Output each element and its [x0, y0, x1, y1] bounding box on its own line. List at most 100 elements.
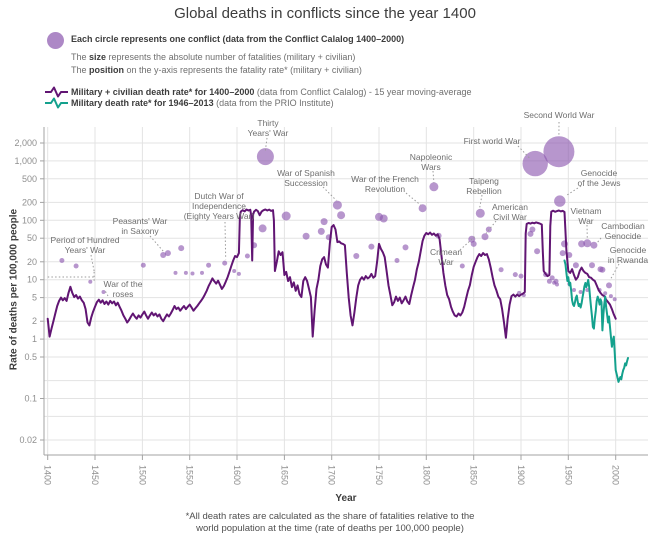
- annotation-connector: [322, 186, 337, 201]
- conflict-circle: [578, 290, 583, 294]
- annotation-connector: [596, 237, 602, 244]
- annotation-connector: [565, 185, 582, 197]
- x-axis-title: Year: [335, 493, 357, 504]
- x-tick-label: 1400: [43, 465, 53, 485]
- conflict-circle: [281, 211, 291, 221]
- conflict-circle: [459, 263, 465, 269]
- x-tick-label: 1800: [421, 465, 431, 485]
- x-tick-label: 1450: [90, 465, 100, 485]
- conflict-circle: [178, 245, 185, 252]
- y-tick-label: 50: [27, 233, 37, 243]
- annotation-connector: [90, 254, 95, 272]
- legend-circle-line1-text: Each circle represents one conflict (dat…: [71, 34, 405, 44]
- conflict-circle: [555, 282, 559, 287]
- conflict-circle: [572, 262, 579, 269]
- x-tick-label: 1750: [374, 465, 384, 485]
- y-tick-label: 2: [32, 316, 37, 326]
- footnote-line1: *All death rates are calculated as the s…: [185, 511, 475, 522]
- y-tick-label: 0.1: [24, 394, 37, 404]
- conflict-circle: [612, 297, 617, 302]
- y-tick-label: 10: [27, 275, 37, 285]
- conflict-circle: [140, 262, 146, 268]
- y-tick-label: 5: [32, 293, 37, 303]
- chart-title: Global deaths in conflicts since the yea…: [174, 5, 476, 22]
- conflict-circle: [559, 250, 566, 257]
- series-line-civilian: [46, 208, 617, 339]
- conflict-circle: [73, 263, 79, 269]
- conflict-circle: [258, 224, 267, 233]
- conflict-circle: [517, 290, 522, 295]
- conflict-circle: [332, 200, 342, 210]
- legend-circle-line1: Each circle represents one conflict (dat…: [71, 34, 404, 45]
- annotation-connector: [405, 192, 422, 206]
- annotation-connector: [104, 289, 109, 297]
- y-tick-label: 1,000: [14, 156, 37, 166]
- conflict-circle: [554, 195, 566, 207]
- conflict-circle: [402, 244, 409, 251]
- annotation-connector: [485, 220, 497, 234]
- x-tick-label: 1650: [279, 465, 289, 485]
- y-tick-label: 200: [22, 197, 37, 207]
- x-tick-label: 1600: [232, 465, 242, 485]
- conflict-circle: [88, 279, 93, 284]
- conflict-circle: [549, 275, 555, 281]
- conflict-circle: [608, 294, 613, 299]
- conflict-circle: [429, 182, 439, 192]
- conflict-circle: [101, 290, 106, 294]
- conflict-circle: [183, 270, 188, 275]
- conflict-circle: [206, 262, 212, 268]
- series-line-military: [563, 259, 629, 383]
- conflict-circle: [302, 232, 310, 240]
- y-tick-label: 500: [22, 174, 37, 184]
- conflict-circle: [394, 258, 400, 263]
- legend-conflict-circle-icon: [47, 32, 64, 49]
- x-tick-label: 1900: [516, 465, 526, 485]
- footnote-line2: world population at the time (rate of de…: [196, 522, 464, 534]
- conflict-circle: [603, 291, 608, 296]
- conflict-circle: [546, 278, 552, 284]
- conflict-circle: [606, 282, 612, 289]
- conflict-circle: [518, 273, 524, 279]
- conflict-circle: [379, 214, 388, 223]
- conflict-circle: [232, 269, 237, 273]
- conflict-circle: [578, 240, 586, 248]
- y-tick-label: 1: [32, 334, 37, 344]
- y-tick-label: 2,000: [14, 138, 37, 148]
- annotation-connector: [478, 194, 483, 210]
- annotation-connector: [517, 145, 530, 159]
- conflict-circle: [320, 218, 328, 226]
- legend-series2: Military death rate* for 1946–2013 (data…: [71, 98, 334, 108]
- y-tick-label: 0.5: [24, 352, 37, 362]
- conflict-circle: [583, 239, 592, 248]
- legend-circle-line3: The position on the y-axis represents th…: [71, 65, 362, 75]
- footnote: *All death rates are calculated as the s…: [0, 511, 650, 534]
- annotation-connector: [432, 170, 435, 183]
- x-tick-label: 1850: [469, 465, 479, 485]
- conflict-circle: [512, 272, 518, 278]
- legend-series1: Military + civilian death rate* for 1400…: [71, 87, 472, 97]
- conflict-circle: [317, 227, 325, 235]
- y-tick-label: 0.02: [19, 435, 37, 445]
- conflict-circle: [481, 233, 489, 241]
- y-tick-label: 100: [22, 215, 37, 225]
- conflict-circle: [590, 241, 598, 249]
- conflict-circle: [585, 288, 590, 292]
- conflict-circle: [470, 240, 477, 247]
- y-axis-title: Rate of deaths per 100,000 people: [8, 208, 20, 371]
- x-tick-label: 1550: [185, 465, 195, 485]
- conflict-circle: [200, 270, 204, 275]
- x-tick-label: 1950: [563, 465, 573, 485]
- conflict-circle: [236, 271, 241, 276]
- conflict-circle: [529, 226, 536, 233]
- conflict-circle: [498, 267, 504, 273]
- legend-military-line-icon: [45, 97, 68, 109]
- conflict-circle: [589, 262, 595, 269]
- conflict-circle: [59, 258, 65, 263]
- y-tick-label: 20: [27, 257, 37, 267]
- conflict-circle: [368, 243, 375, 250]
- conflict-circle: [418, 204, 427, 213]
- conflict-circle: [337, 211, 346, 220]
- annotation-connector: [224, 221, 227, 260]
- conflict-circle: [160, 252, 167, 258]
